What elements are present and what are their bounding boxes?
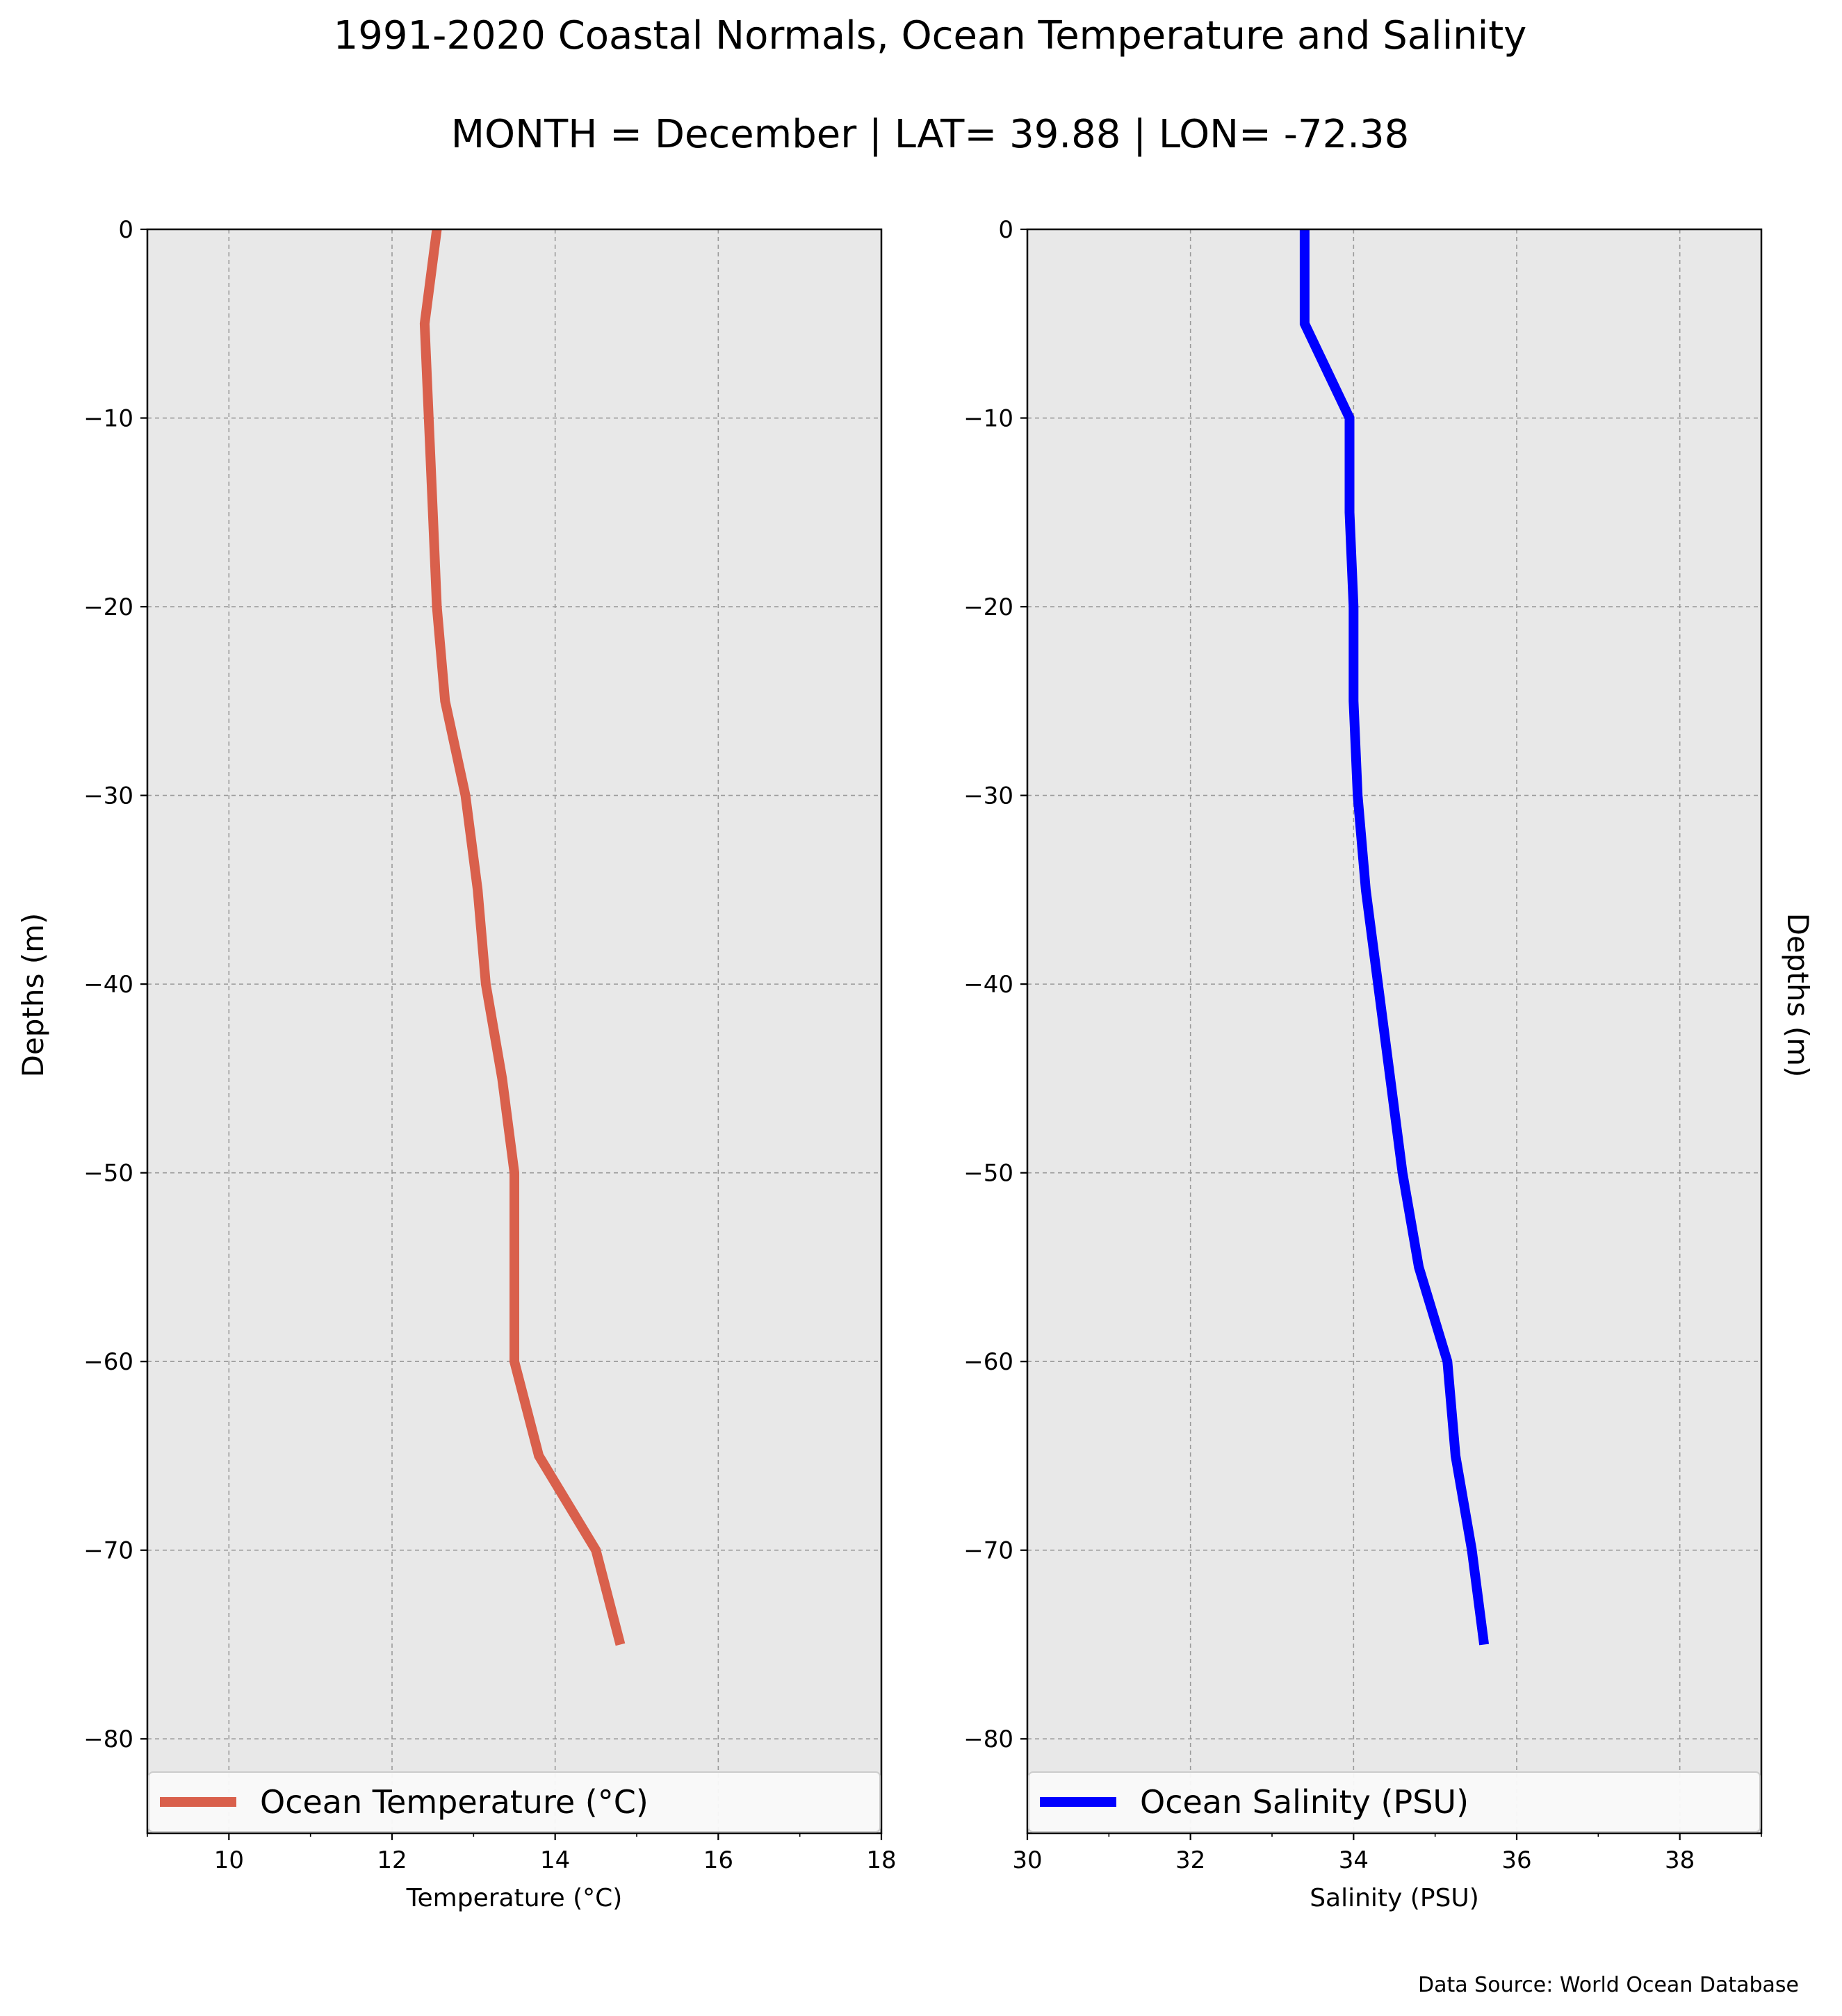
temperature-profile-line (419, 229, 626, 1646)
axes-frame (1026, 228, 1763, 1835)
x-axis-label: Temperature (°C) (406, 1884, 623, 1912)
salinity-panel: 0 −10 −20 −30 −40 −50 −60 −70 −80 30 32 34 36 38 Salin… (963, 216, 1763, 1912)
y-tick-label: 0 (998, 216, 1013, 244)
x-tick-label: 12 (377, 1846, 407, 1874)
y-tick-label: −30 (963, 782, 1013, 810)
y-tick-label: 0 (118, 216, 133, 244)
x-axis-label: Salinity (PSU) (1310, 1884, 1479, 1912)
chart-title: 1991-2020 Coastal Normals, Ocean Tempera… (334, 13, 1527, 58)
legend-box (148, 1771, 881, 1833)
plot-area (147, 229, 881, 1833)
axes-frame (146, 228, 883, 1835)
y-tick-label: −60 (83, 1348, 133, 1376)
x-tick-label: 32 (1175, 1846, 1205, 1874)
y-tick-label: −50 (83, 1160, 133, 1188)
legend-box (1028, 1771, 1761, 1833)
legend-entry: Ocean Salinity (PSU) (1140, 1783, 1469, 1821)
x-tick-label: 18 (866, 1846, 896, 1874)
chart-subtitle: MONTH = December | LAT= 39.88 | LON= -72… (451, 112, 1410, 157)
y-tick-label: −10 (83, 405, 133, 433)
y-tick-label: −70 (83, 1537, 133, 1565)
temperature-panel: 0 −10 −20 −30 −40 −50 −60 −70 −80 10 12 14 16 18 Tempe… (83, 216, 896, 1912)
y-tick-label: −20 (83, 593, 133, 621)
data-source-note: Data Source: World Ocean Database (1418, 1973, 1799, 1997)
legend-entry: Ocean Temperature (°C) (260, 1783, 649, 1821)
x-tick-label: 36 (1501, 1846, 1531, 1874)
salinity-profile-line (1299, 229, 1490, 1646)
y-tick-label: −70 (963, 1537, 1013, 1565)
x-tick-label: 10 (214, 1846, 244, 1874)
x-tick-label: 34 (1339, 1846, 1369, 1874)
x-tick-label: 38 (1665, 1846, 1695, 1874)
x-tick-label: 14 (540, 1846, 570, 1874)
plot-area (1027, 229, 1761, 1833)
y-tick-label: −20 (963, 593, 1013, 621)
y-tick-label: −50 (963, 1160, 1013, 1188)
legend: Ocean Salinity (PSU) (1028, 1771, 1761, 1833)
y-axis-label-right: Depths (m) (1781, 913, 1815, 1078)
y-tick-label: −60 (963, 1348, 1013, 1376)
y-tick-label: −40 (83, 971, 133, 999)
legend: Ocean Temperature (°C) (148, 1771, 881, 1833)
y-tick-label: −80 (83, 1726, 133, 1753)
x-tick-label: 30 (1012, 1846, 1042, 1874)
y-tick-label: −80 (963, 1726, 1013, 1753)
y-tick-label: −30 (83, 782, 133, 810)
x-tick-label: 16 (703, 1846, 733, 1874)
y-tick-label: −10 (963, 405, 1013, 433)
y-axis-label-left: Depths (m) (16, 913, 50, 1078)
y-tick-label: −40 (963, 971, 1013, 999)
